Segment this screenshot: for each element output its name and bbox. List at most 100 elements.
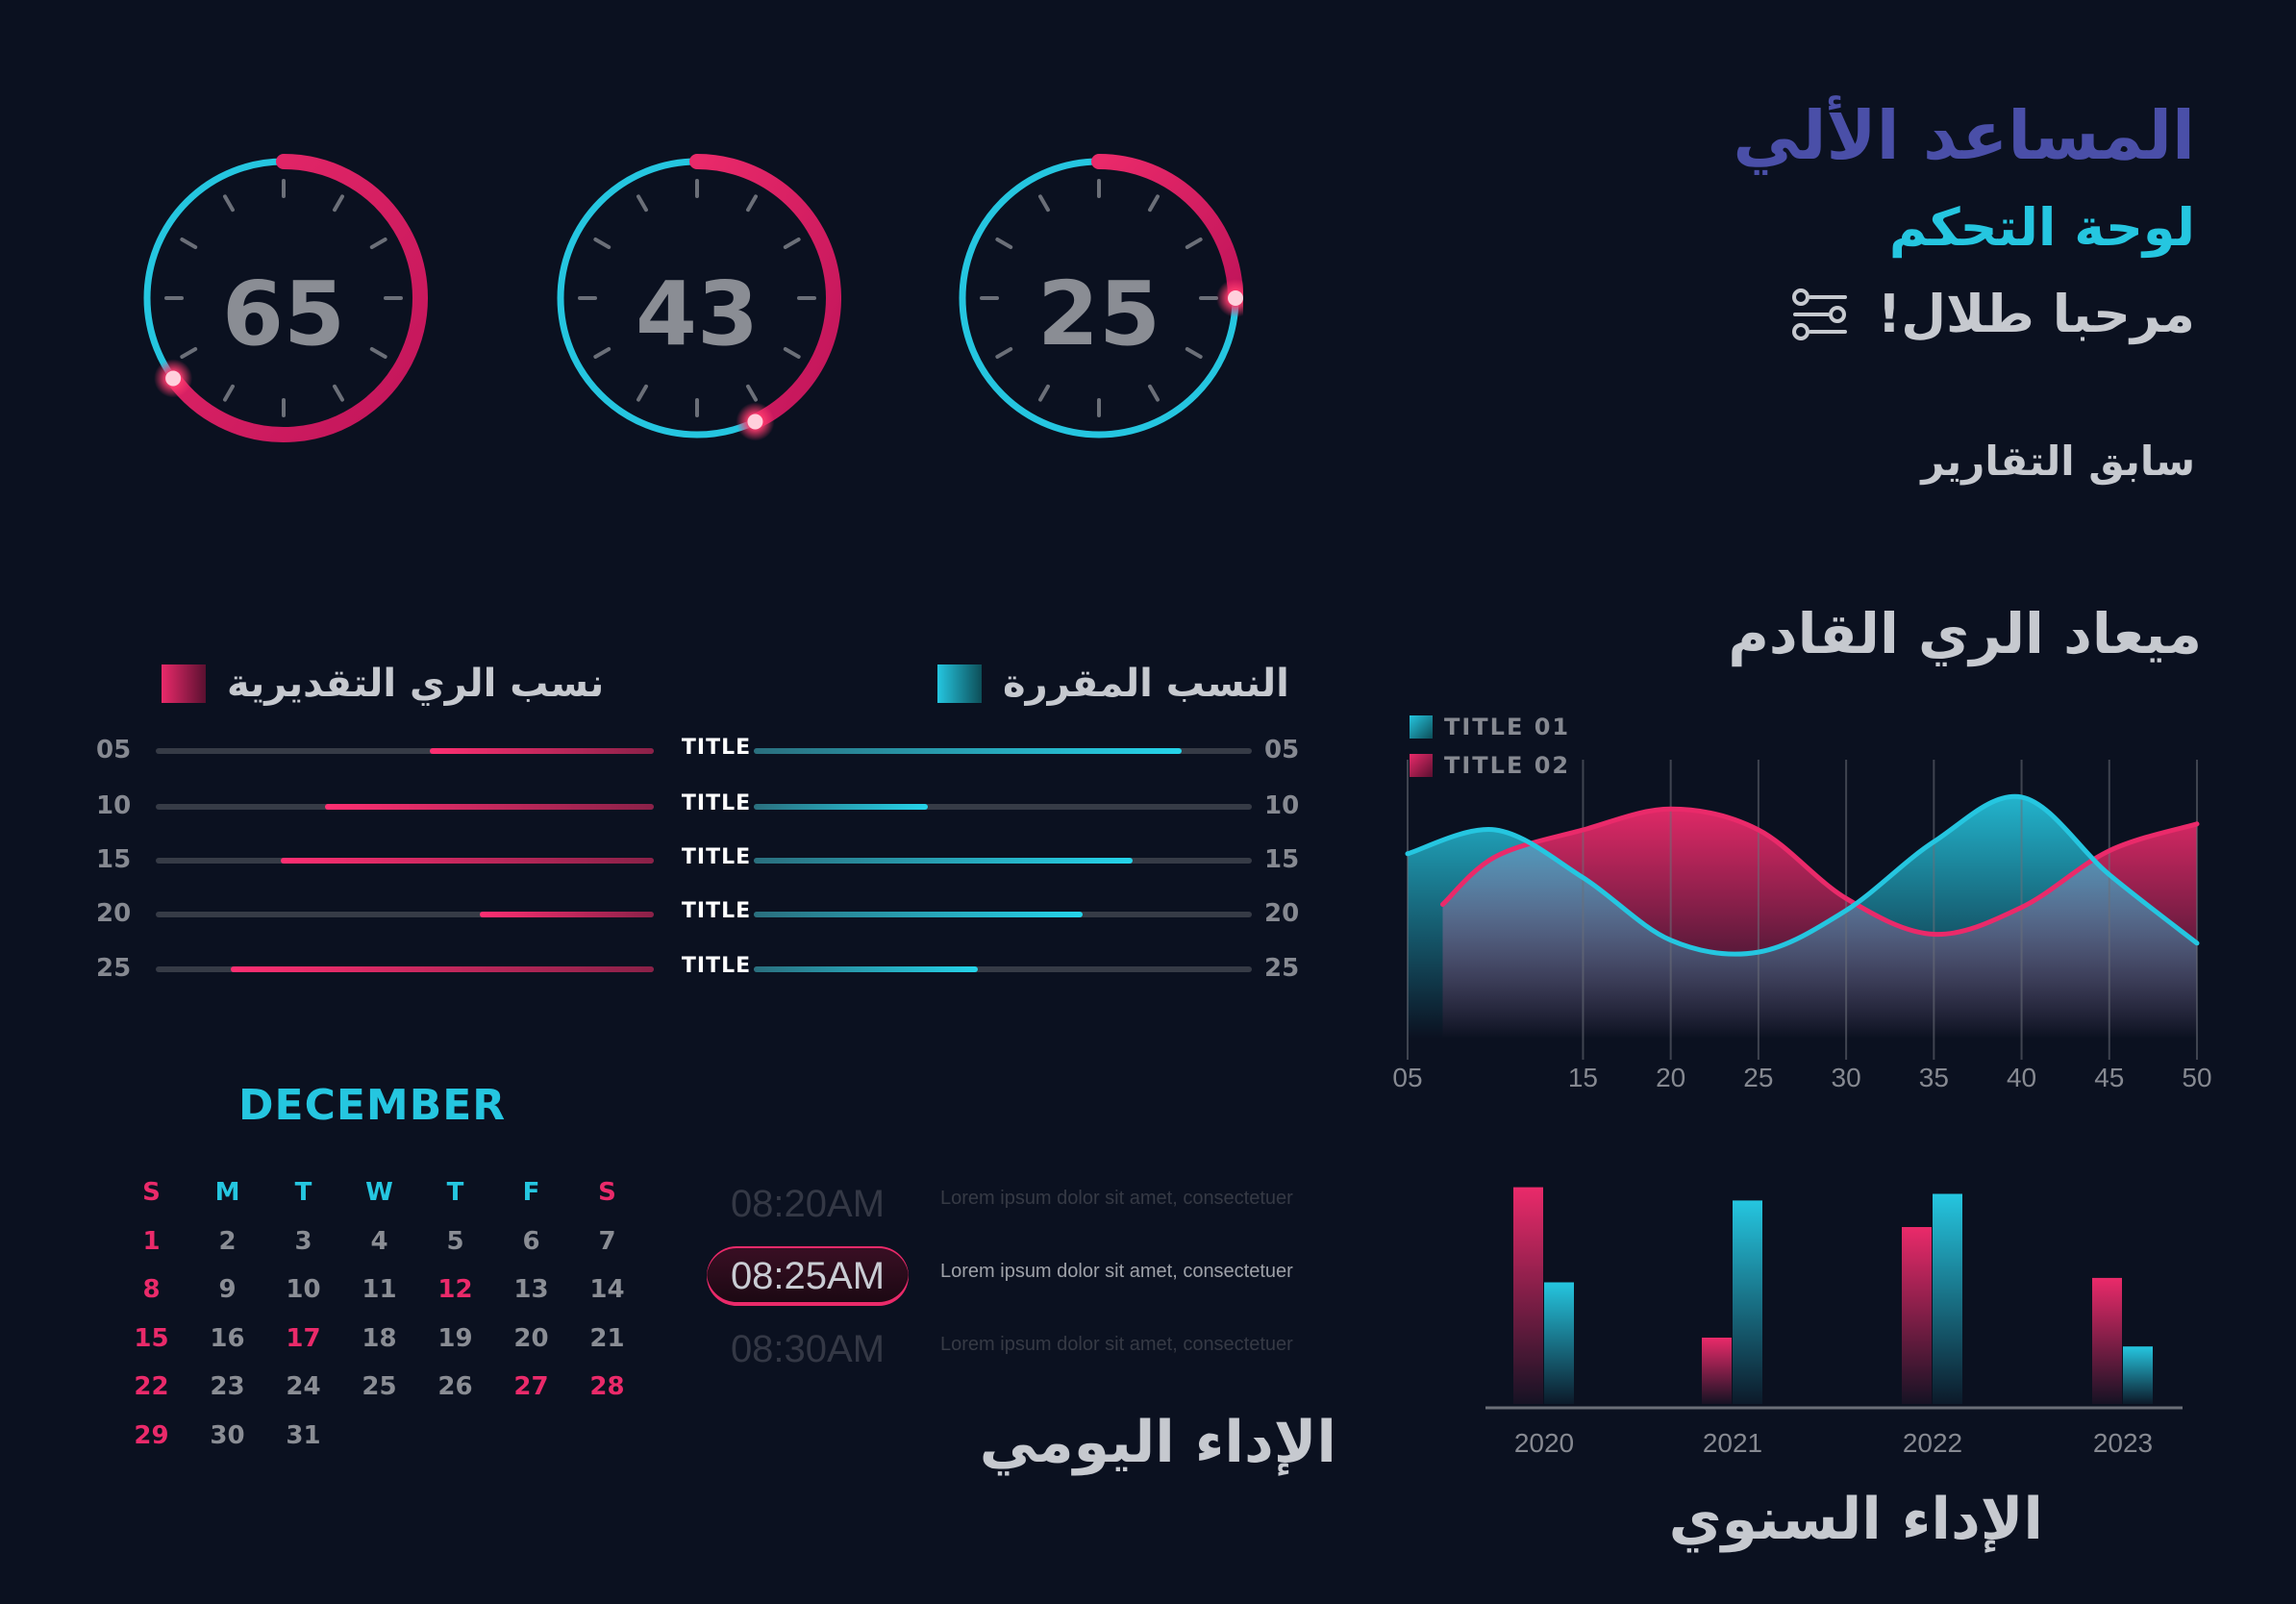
previous-reports-link[interactable]: سابق التقارير (1921, 438, 2195, 485)
calendar-day[interactable]: 20 (513, 1323, 549, 1353)
calendar-weekday: T (294, 1178, 312, 1207)
irrigation-line-chart: 05 15 20 25 30 35 40 45 50 (1392, 760, 2212, 1092)
calendar-weekday: S (598, 1178, 616, 1207)
calendar-day[interactable]: 8 (142, 1275, 161, 1304)
calendar-day[interactable]: 12 (437, 1275, 473, 1304)
calendar-day[interactable]: 25 (362, 1372, 397, 1401)
bar (1544, 1282, 1574, 1404)
gauge-tick (223, 384, 235, 402)
calendar-day[interactable]: 26 (437, 1372, 473, 1401)
gauge-tick (369, 347, 387, 359)
x-tick-label: 50 (2182, 1063, 2211, 1092)
calendar-day[interactable]: 23 (210, 1372, 245, 1401)
calendar-day[interactable]: 2 (218, 1226, 237, 1256)
calendar-day[interactable]: 15 (134, 1323, 169, 1353)
estimated-bar-fill (280, 858, 654, 864)
row-title: TITLE (681, 899, 752, 923)
series-line (1439, 806, 2200, 938)
legend-planned: النسب المقررة (937, 662, 1289, 706)
chart-legend-item: TITLE 02 (1410, 752, 1570, 779)
bar (2123, 1346, 2153, 1404)
estimated-bar-track (156, 858, 654, 864)
category-label: 2021 (1703, 1428, 1762, 1458)
calendar-weekday: T (446, 1178, 464, 1207)
calendar-day[interactable]: 22 (134, 1372, 169, 1401)
schedule-time-selected[interactable]: 08:25AM (707, 1246, 909, 1306)
welcome-row: مرحبا طلال! (1791, 284, 2195, 344)
calendar-day[interactable]: 29 (134, 1420, 169, 1450)
calendar-weekday: M (214, 1178, 240, 1207)
estimated-bar-track (156, 748, 654, 754)
bar (1933, 1193, 1962, 1404)
calendar-day[interactable]: 10 (286, 1275, 321, 1304)
calendar-day[interactable]: 21 (589, 1323, 625, 1353)
gauge-tick (369, 238, 387, 249)
estimated-bar-fill (325, 804, 654, 810)
calendar-day[interactable]: 14 (589, 1275, 625, 1304)
planned-bar-track (754, 858, 1252, 864)
calendar-day[interactable]: 3 (294, 1226, 312, 1256)
schedule-time[interactable]: 08:20AM (730, 1183, 886, 1225)
series-area (1408, 796, 2197, 1039)
daily-performance-title: الإداء اليومي (979, 1409, 1336, 1476)
calendar-weekday: F (522, 1178, 540, 1207)
row-number: 05 (96, 736, 132, 764)
comparison-row: 05 TITLE 05 (96, 736, 1300, 768)
calendar-day[interactable]: 16 (210, 1323, 245, 1353)
gauge-tick (995, 238, 1013, 249)
gauge-knob (1228, 290, 1243, 306)
calendar-weekday: S (142, 1178, 161, 1207)
gauge-tick (593, 347, 611, 359)
gauge-tick (1038, 194, 1050, 213)
planned-bar-track (754, 966, 1252, 972)
bar (1513, 1187, 1543, 1404)
gauge-tick (746, 384, 758, 402)
calendar-day[interactable]: 24 (286, 1372, 321, 1401)
x-tick-label: 35 (1919, 1063, 1949, 1092)
row-number: 25 (96, 954, 132, 983)
calendar-day[interactable]: 13 (513, 1275, 549, 1304)
calendar-day[interactable]: 30 (210, 1420, 245, 1450)
calendar-day[interactable]: 9 (218, 1275, 237, 1304)
calendar-day[interactable]: 11 (362, 1275, 397, 1304)
legend-planned-label: النسب المقررة (1003, 662, 1289, 706)
calendar-day[interactable]: 19 (437, 1323, 473, 1353)
row-title: TITLE (681, 736, 752, 760)
series-line (1405, 793, 2200, 957)
row-title: TITLE (681, 845, 752, 869)
estimated-bar-track (156, 804, 654, 810)
planned-bar-fill (754, 748, 1183, 754)
planned-bar-track (754, 804, 1252, 810)
row-number: 05 (1264, 736, 1300, 764)
x-tick-label: 45 (2094, 1063, 2124, 1092)
schedule-time[interactable]: 08:30AM (730, 1328, 886, 1370)
calendar-day[interactable]: 5 (446, 1226, 464, 1256)
legend-swatch-pink (1410, 754, 1433, 777)
sliders-icon[interactable] (1791, 286, 1849, 343)
calendar-day[interactable]: 1 (142, 1226, 161, 1256)
estimated-bar-track (156, 912, 654, 917)
comparison-row: 15 TITLE 15 (96, 845, 1300, 878)
calendar-day[interactable]: 4 (370, 1226, 388, 1256)
calendar-day[interactable]: 28 (589, 1372, 625, 1401)
row-number: 10 (96, 791, 132, 820)
row-number: 20 (1264, 899, 1300, 928)
calendar-day[interactable]: 7 (598, 1226, 616, 1256)
calendar-day[interactable]: 27 (513, 1372, 549, 1401)
calendar-day[interactable]: 18 (362, 1323, 397, 1353)
gauge-value: 43 (635, 263, 760, 365)
x-tick-label: 15 (1568, 1063, 1598, 1092)
planned-bar-fill (754, 912, 1083, 917)
planned-bar-fill (754, 804, 929, 810)
row-number: 15 (1264, 845, 1300, 874)
calendar-day[interactable]: 17 (286, 1323, 321, 1353)
calendar-day[interactable]: 31 (286, 1420, 321, 1450)
gauge-tick (1148, 194, 1160, 213)
row-title: TITLE (681, 954, 752, 978)
calendar-day[interactable]: 6 (522, 1226, 540, 1256)
legend-label: TITLE 01 (1444, 714, 1571, 740)
category-label: 2023 (2093, 1428, 2153, 1458)
chart-legend-item: TITLE 01 (1410, 714, 1570, 740)
comparison-row: 10 TITLE 10 (96, 791, 1299, 824)
gauge-tick (1038, 384, 1050, 402)
